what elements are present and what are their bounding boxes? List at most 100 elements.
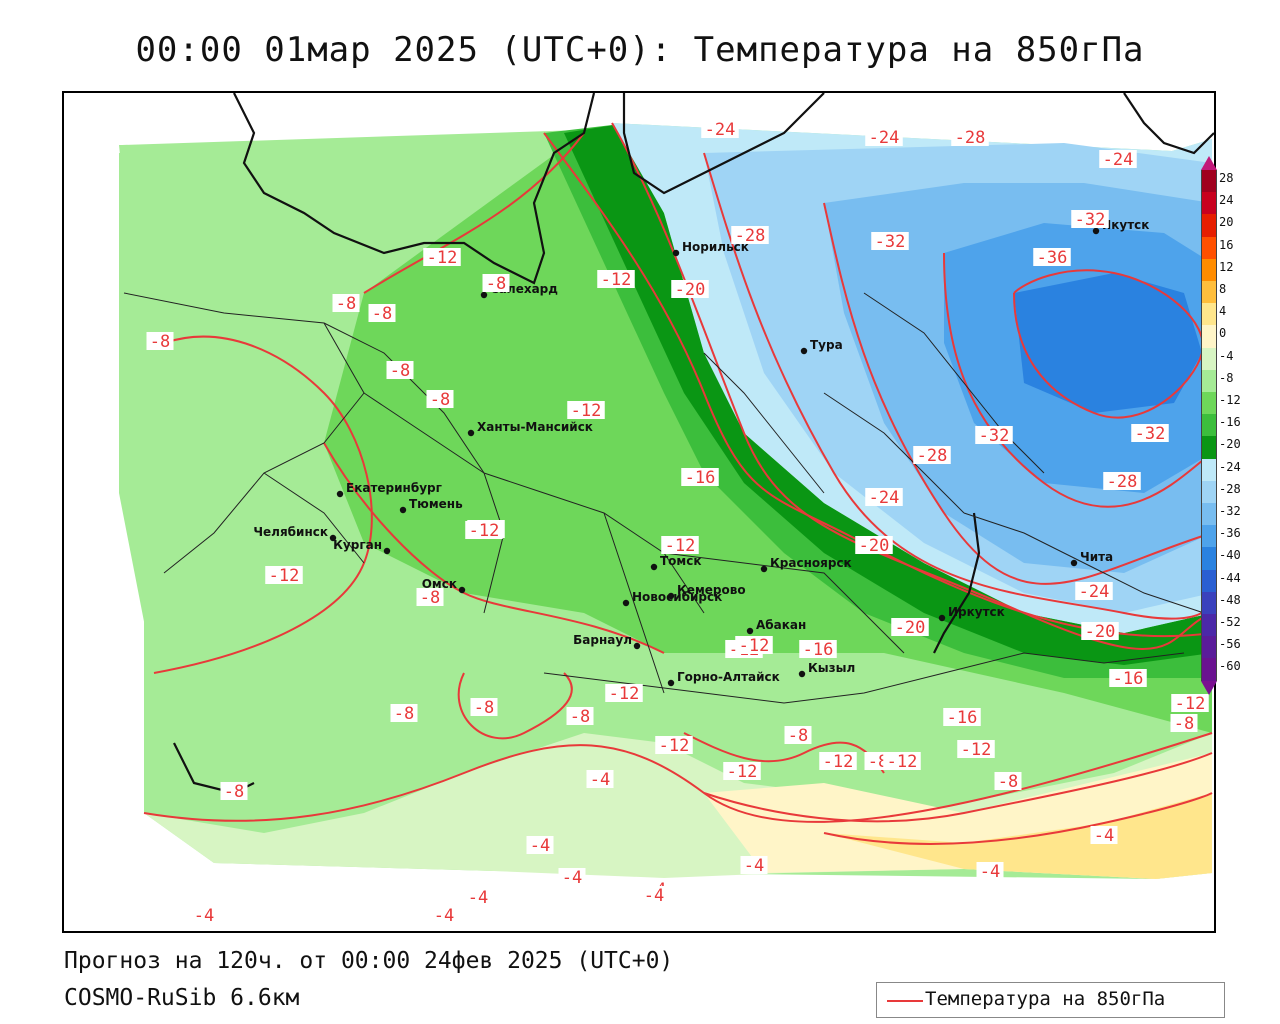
svg-text:-16: -16 [803, 640, 834, 660]
city-label: Омск [422, 577, 457, 591]
model-name: COSMO-RuSib 6.6км [64, 985, 300, 1011]
svg-text:-32: -32 [1075, 210, 1106, 230]
svg-text:-8: -8 [150, 332, 170, 352]
colorbar-tick-label: -20 [1219, 437, 1241, 452]
isotherm-value-label: -24 [1099, 150, 1137, 170]
svg-text:-4: -4 [194, 906, 214, 926]
city-label: Тура [810, 338, 843, 352]
svg-text:-32: -32 [979, 426, 1010, 446]
isotherm-value-label: -36 [1033, 248, 1071, 268]
svg-text:-4: -4 [530, 836, 550, 856]
svg-text:-32: -32 [875, 232, 906, 252]
svg-text:-12: -12 [1175, 694, 1206, 714]
city-dot [336, 490, 344, 498]
isotherm-value-label: -20 [891, 618, 929, 638]
isotherm-value-label: -4 [1090, 826, 1118, 846]
colorbar-tick-label: -28 [1219, 481, 1241, 496]
svg-text:-12: -12 [601, 270, 632, 290]
isotherm-value-label: -4 [740, 856, 768, 876]
isotherm-value-label: -8 [220, 782, 248, 802]
colorbar-cell [1201, 325, 1217, 349]
isotherm-value-label: -4 [640, 886, 668, 906]
city-label: Абакан [756, 618, 806, 632]
isotherm-value-label: -20 [671, 280, 709, 300]
svg-text:-24: -24 [869, 128, 900, 148]
isotherm-value-label: -12 [605, 684, 643, 704]
city-label: Челябинск [253, 525, 328, 539]
svg-text:-8: -8 [430, 390, 450, 410]
temperature-map: Норильск Якутск Салехард Тура Ханты-Мансийск… [62, 91, 1216, 933]
svg-text:-4: -4 [1094, 826, 1114, 846]
city-label: Иркутск [948, 605, 1005, 619]
svg-text:-8: -8 [336, 294, 356, 314]
city-label: Красноярск [770, 556, 852, 570]
city-dot [798, 670, 806, 678]
city-label: Тюмень [409, 497, 463, 511]
svg-text:-12: -12 [823, 752, 854, 772]
svg-text:-12: -12 [727, 762, 758, 782]
colorbar-tick-label: -40 [1219, 548, 1241, 563]
isotherm-value-label: -24 [865, 488, 903, 508]
city-dot [667, 679, 675, 687]
colorbar-cell [1201, 436, 1217, 460]
isotherm-value-label: -32 [1071, 210, 1109, 230]
svg-text:-24: -24 [1103, 150, 1134, 170]
svg-text:-28: -28 [955, 128, 986, 148]
colorbar-max-arrow [1201, 156, 1217, 170]
colorbar-cell [1201, 614, 1217, 637]
field-minus12 [324, 133, 1212, 733]
colorbar-cell [1201, 547, 1217, 571]
svg-text:-12: -12 [427, 248, 458, 268]
svg-text:-16: -16 [947, 708, 978, 728]
svg-text:-12: -12 [887, 752, 918, 772]
city-dot [622, 599, 630, 607]
svg-text:-32: -32 [1135, 424, 1166, 444]
city-dot [329, 534, 337, 542]
colorbar-tick-label: 16 [1219, 237, 1234, 252]
city-dot [633, 642, 641, 650]
isotherm-value-label: -16 [943, 708, 981, 728]
isotherm-value-label: -24 [701, 120, 739, 140]
city-dot [467, 429, 475, 437]
colorbar-cell [1201, 236, 1217, 260]
colorbar-tick-label: 4 [1219, 304, 1227, 319]
isotherm-value-label: -8 [146, 332, 174, 352]
svg-text:-28: -28 [917, 446, 948, 466]
map-title: 00:00 01мар 2025 (UTC+0): Температура на… [135, 30, 1145, 70]
isotherm-label-layer: -24 -24 -28-24-28 -32-32-36-12-8 -12 -20-8 -8-… [146, 120, 1209, 926]
colorbar-tick-label: -8 [1219, 370, 1234, 385]
isotherm-value-label: -12 [597, 270, 635, 290]
isotherm-value-label: -12 [265, 566, 303, 586]
svg-text:-20: -20 [675, 280, 706, 300]
colorbar-cell [1201, 258, 1217, 282]
isotherm-value-label: -28 [913, 446, 951, 466]
city-dot [667, 592, 675, 600]
svg-text:-8: -8 [998, 772, 1018, 792]
city-label: Кызыл [808, 661, 855, 675]
svg-text:-8: -8 [224, 782, 244, 802]
svg-text:-8: -8 [390, 361, 410, 381]
svg-text:-4: -4 [644, 886, 664, 906]
isotherm-value-label: -4 [586, 770, 614, 790]
svg-text:-4: -4 [434, 906, 454, 926]
isotherm-value-label: -12 [567, 401, 605, 421]
isotherm-value-label: -12 [883, 752, 921, 772]
svg-text:-8: -8 [788, 726, 808, 746]
svg-text:-12: -12 [609, 684, 640, 704]
svg-text:-8: -8 [474, 698, 494, 718]
city-label: Новосибирск [632, 590, 722, 604]
svg-text:-20: -20 [1085, 622, 1116, 642]
city-label: Кемерово [677, 583, 746, 597]
city-label: Барнаул [573, 633, 632, 647]
colorbar-cell [1201, 458, 1217, 482]
colorbar-cell [1201, 636, 1217, 659]
isotherm-value-label: -12 [655, 736, 693, 756]
isotherm-value-label: -24 [1075, 582, 1113, 602]
svg-text:-4: -4 [980, 862, 1000, 882]
isotherm-lines [143, 122, 1214, 845]
isotherm-value-label: -4 [190, 906, 218, 926]
colorbar-tick-label: -52 [1219, 615, 1241, 629]
city-label: Ханты-Мансийск [477, 420, 593, 434]
isotherm-value-label: -16 [1109, 669, 1147, 689]
svg-text:-8: -8 [486, 274, 506, 294]
